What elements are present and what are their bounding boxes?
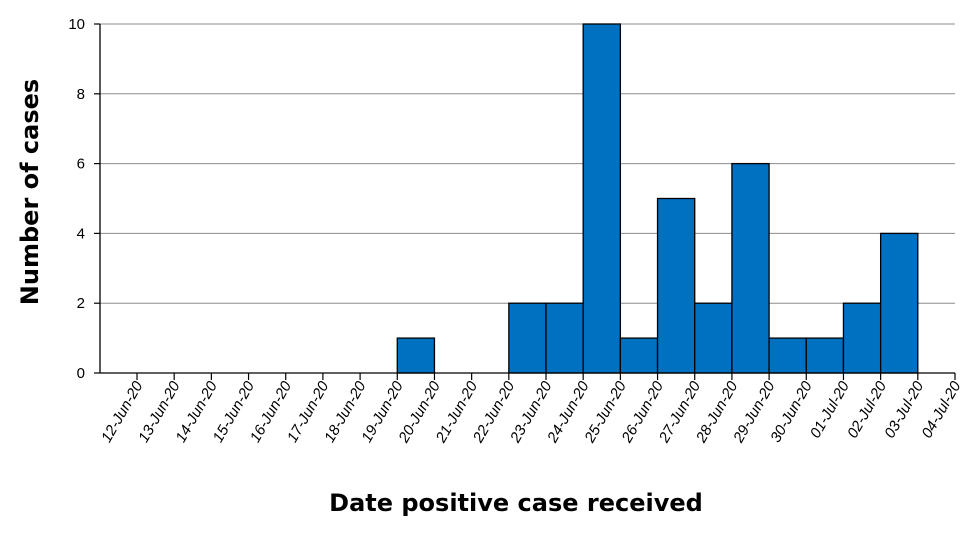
y-tick-label: 0 [77,365,85,382]
gridlines [100,23,955,304]
bars [396,23,919,374]
y-tick-label: 8 [77,86,85,103]
bar [619,337,659,374]
bar [656,197,696,374]
y-tick-label: 10 [68,16,85,33]
x-tick-labels: 12-Jun-2013-Jun-2014-Jun-2015-Jun-2016-J… [98,373,965,446]
bar [508,302,547,374]
y-axis-title: Number of cases [16,79,44,305]
bar [805,337,845,374]
bar [768,337,807,374]
bar [731,162,770,374]
x-axis-title: Date positive case received [329,489,703,517]
bar [694,302,733,374]
bar [396,337,436,374]
y-tick-labels: 0 2 4 6 8 10 [68,16,100,382]
bar [545,302,584,374]
y-tick-label: 2 [77,295,85,312]
bar [582,23,622,374]
y-tick-label: 4 [77,225,85,242]
bar [879,232,919,374]
y-tick-label: 6 [77,156,85,173]
axes [99,24,955,374]
bar [842,302,882,374]
